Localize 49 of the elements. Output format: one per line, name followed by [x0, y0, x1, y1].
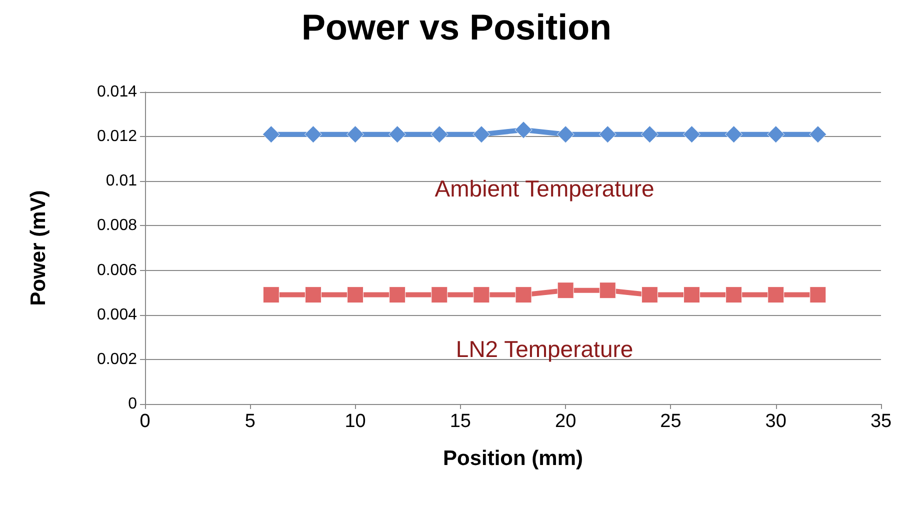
point: [431, 286, 448, 304]
point: [726, 286, 742, 304]
point: [768, 286, 784, 304]
point: [557, 282, 574, 299]
point: [767, 126, 785, 144]
point: [473, 286, 490, 304]
x-tick-label: 0: [140, 411, 150, 432]
y-tick-label: 0.002: [96, 350, 138, 368]
y-tick-label: 0.014: [96, 84, 138, 100]
point: [725, 126, 743, 144]
y-tick-label: 0: [128, 396, 138, 412]
point: [556, 126, 574, 144]
x-tick-label: 15: [450, 411, 471, 432]
point: [640, 126, 658, 144]
series-label: LN2 Temperature: [456, 336, 634, 362]
x-tick-label: 30: [765, 411, 786, 432]
point: [430, 126, 448, 144]
point: [472, 126, 490, 144]
x-tick-label: 35: [870, 411, 892, 432]
y-tick-label: 0.01: [106, 172, 138, 190]
x-tick-label: 20: [555, 411, 576, 432]
point: [810, 286, 826, 304]
point: [304, 126, 322, 144]
y-tick-label: 0.012: [96, 128, 138, 146]
point: [347, 286, 364, 304]
point: [599, 282, 616, 299]
point: [388, 126, 406, 144]
point: [262, 286, 280, 304]
chart-title: Power vs Position: [301, 6, 612, 48]
y-axis-title: Power (mV): [27, 190, 50, 306]
point: [304, 286, 322, 304]
point: [598, 126, 616, 144]
y-tick-label: 0.008: [96, 217, 138, 234]
point: [682, 126, 700, 144]
y-tick-label: 0.004: [96, 306, 138, 324]
point: [515, 286, 532, 304]
x-tick-label: 10: [344, 411, 366, 432]
y-tick-label: 0.006: [96, 262, 138, 279]
point: [389, 286, 406, 304]
point: [262, 126, 280, 144]
point: [641, 286, 658, 304]
series-label: Ambient Temperature: [434, 175, 654, 202]
x-tick-label: 25: [660, 411, 682, 432]
point: [514, 121, 532, 139]
x-axis-title: Position (mm): [443, 447, 583, 470]
x-tick-label: 5: [244, 411, 256, 432]
point: [809, 126, 827, 144]
point: [683, 286, 700, 304]
point: [346, 126, 364, 144]
